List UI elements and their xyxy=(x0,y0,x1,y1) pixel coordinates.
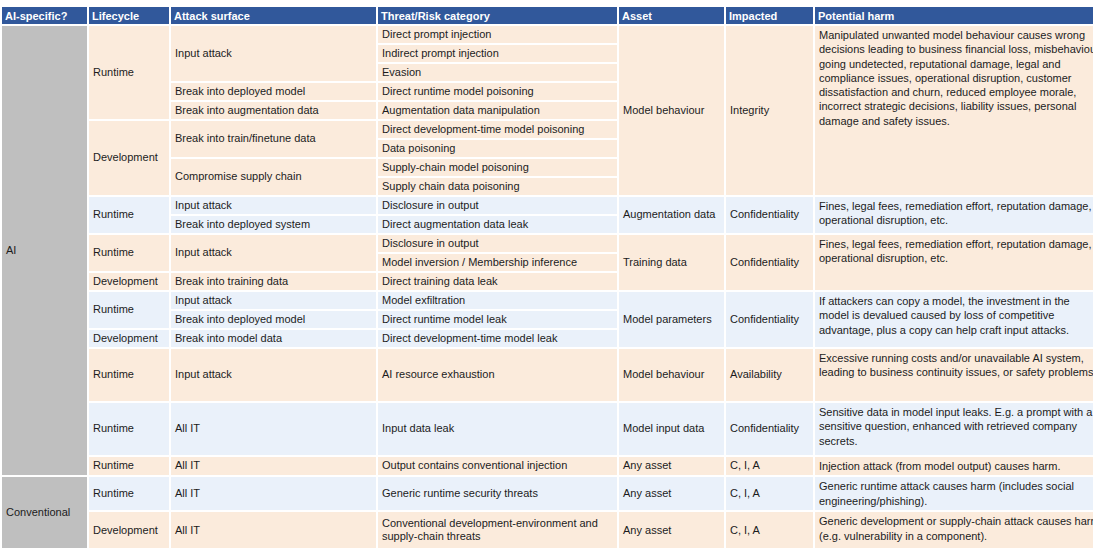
cell-potential-harm: Fines, legal fees, remediation effort, r… xyxy=(815,197,1093,233)
table-row: Runtime All IT Output contains conventio… xyxy=(2,457,1093,475)
table-row: Runtime Input attack Model exfiltration … xyxy=(2,292,1093,309)
table-row: Runtime All IT Input data leak Model inp… xyxy=(2,403,1093,455)
cell-threat: Model exfiltration xyxy=(378,292,617,309)
cell-threat: AI resource exhaustion xyxy=(378,349,617,401)
cell-threat: Model inversion / Membership inference xyxy=(378,254,617,271)
col-header-ai-specific: AI-specific? xyxy=(2,7,87,24)
table-row: Runtime Input attack AI resource exhaust… xyxy=(2,349,1093,401)
cell-impacted: C, I, A xyxy=(726,477,813,510)
cell-attack-surface: All IT xyxy=(171,457,376,475)
cell-threat: Direct development-time model leak xyxy=(378,330,617,347)
cell-potential-harm: Manipulated unwanted model behaviour cau… xyxy=(815,26,1093,195)
cell-potential-harm: Injection attack (from model output) cau… xyxy=(815,457,1093,475)
cell-threat: Conventional development-environment and… xyxy=(378,512,617,548)
cell-lifecycle: Development xyxy=(89,273,169,290)
col-header-potential-harm: Potential harm xyxy=(815,7,1093,24)
cell-threat: Supply-chain model poisoning xyxy=(378,159,617,176)
cell-lifecycle: Runtime xyxy=(89,477,169,510)
cell-threat: Generic runtime security threats xyxy=(378,477,617,510)
col-header-threat-category: Threat/Risk category xyxy=(378,7,617,24)
cell-lifecycle: Runtime xyxy=(89,26,169,119)
header-row: AI-specific? Lifecycle Attack surface Th… xyxy=(2,7,1093,24)
cell-attack-surface: Break into deployed model xyxy=(171,83,376,100)
cell-impacted: C, I, A xyxy=(726,512,813,548)
table-row: Development All IT Conventional developm… xyxy=(2,512,1093,548)
cell-lifecycle: Runtime xyxy=(89,349,169,401)
cell-asset: Any asset xyxy=(619,512,724,548)
cell-threat: Disclosure in output xyxy=(378,235,617,252)
cell-attack-surface: Input attack xyxy=(171,292,376,309)
col-header-attack-surface: Attack surface xyxy=(171,7,376,24)
cell-lifecycle: Runtime xyxy=(89,403,169,455)
cell-attack-surface: Break into model data xyxy=(171,330,376,347)
cell-asset: Model behaviour xyxy=(619,26,724,195)
cell-threat: Direct development-time model poisoning xyxy=(378,121,617,138)
cell-asset: Any asset xyxy=(619,457,724,475)
cell-threat: Direct training data leak xyxy=(378,273,617,290)
cell-attack-surface: Input attack xyxy=(171,197,376,214)
cell-lifecycle: Development xyxy=(89,330,169,347)
col-header-lifecycle: Lifecycle xyxy=(89,7,169,24)
cell-lifecycle: Runtime xyxy=(89,235,169,271)
cell-attack-surface: Compromise supply chain xyxy=(171,159,376,195)
cell-threat: Input data leak xyxy=(378,403,617,455)
cell-potential-harm: If attackers can copy a model, the inves… xyxy=(815,292,1093,347)
cell-potential-harm: Generic runtime attack causes harm (incl… xyxy=(815,477,1093,510)
cell-asset: Any asset xyxy=(619,477,724,510)
table-row: Runtime Input attack Disclosure in outpu… xyxy=(2,235,1093,252)
cell-attack-surface: Input attack xyxy=(171,235,376,271)
cell-ai-specific-ai: AI xyxy=(2,26,87,475)
table-row: Conventional Runtime All IT Generic runt… xyxy=(2,477,1093,510)
cell-asset: Augmentation data xyxy=(619,197,724,233)
table-row: AI Runtime Input attack Direct prompt in… xyxy=(2,26,1093,43)
cell-lifecycle: Development xyxy=(89,121,169,195)
cell-attack-surface: All IT xyxy=(171,403,376,455)
cell-potential-harm: Excessive running costs and/or unavailab… xyxy=(815,349,1093,401)
cell-threat: Direct augmentation data leak xyxy=(378,216,617,233)
cell-threat: Direct runtime model poisoning xyxy=(378,83,617,100)
cell-attack-surface: Break into deployed model xyxy=(171,311,376,328)
cell-threat: Augmentation data manipulation xyxy=(378,102,617,119)
cell-attack-surface: Break into training data xyxy=(171,273,376,290)
cell-threat: Disclosure in output xyxy=(378,197,617,214)
cell-lifecycle: Runtime xyxy=(89,197,169,233)
cell-impacted: Availability xyxy=(726,349,813,401)
cell-lifecycle: Runtime xyxy=(89,457,169,475)
cell-impacted: Confidentiality xyxy=(726,235,813,290)
cell-threat: Direct runtime model leak xyxy=(378,311,617,328)
col-header-asset: Asset xyxy=(619,7,724,24)
cell-attack-surface: Break into augmentation data xyxy=(171,102,376,119)
cell-attack-surface: All IT xyxy=(171,477,376,510)
cell-ai-specific-conventional: Conventional xyxy=(2,477,87,548)
ai-threat-matrix-table: AI-specific? Lifecycle Attack surface Th… xyxy=(0,5,1093,549)
threat-matrix-page: AI-specific? Lifecycle Attack surface Th… xyxy=(0,0,1093,549)
cell-threat: Data poisoning xyxy=(378,140,617,157)
cell-threat: Supply chain data poisoning xyxy=(378,178,617,195)
cell-attack-surface: All IT xyxy=(171,512,376,548)
table-row: Runtime Input attack Disclosure in outpu… xyxy=(2,197,1093,214)
cell-lifecycle: Runtime xyxy=(89,292,169,328)
cell-attack-surface: Break into train/finetune data xyxy=(171,121,376,157)
cell-attack-surface: Break into deployed system xyxy=(171,216,376,233)
cell-potential-harm: Fines, legal fees, remediation effort, r… xyxy=(815,235,1093,290)
col-header-impacted: Impacted xyxy=(726,7,813,24)
cell-impacted: Confidentiality xyxy=(726,197,813,233)
cell-attack-surface: Input attack xyxy=(171,26,376,81)
cell-asset: Model input data xyxy=(619,403,724,455)
cell-threat: Direct prompt injection xyxy=(378,26,617,43)
cell-asset: Training data xyxy=(619,235,724,290)
cell-impacted: Confidentiality xyxy=(726,403,813,455)
cell-potential-harm: Sensitive data in model input leaks. E.g… xyxy=(815,403,1093,455)
cell-potential-harm: Generic development or supply-chain atta… xyxy=(815,512,1093,548)
cell-asset: Model behaviour xyxy=(619,349,724,401)
cell-asset: Model parameters xyxy=(619,292,724,347)
cell-threat: Output contains conventional injection xyxy=(378,457,617,475)
cell-impacted: Integrity xyxy=(726,26,813,195)
cell-lifecycle: Development xyxy=(89,512,169,548)
cell-threat: Indirect prompt injection xyxy=(378,45,617,62)
cell-threat: Evasion xyxy=(378,64,617,81)
cell-attack-surface: Input attack xyxy=(171,349,376,401)
cell-impacted: C, I, A xyxy=(726,457,813,475)
cell-impacted: Confidentiality xyxy=(726,292,813,347)
